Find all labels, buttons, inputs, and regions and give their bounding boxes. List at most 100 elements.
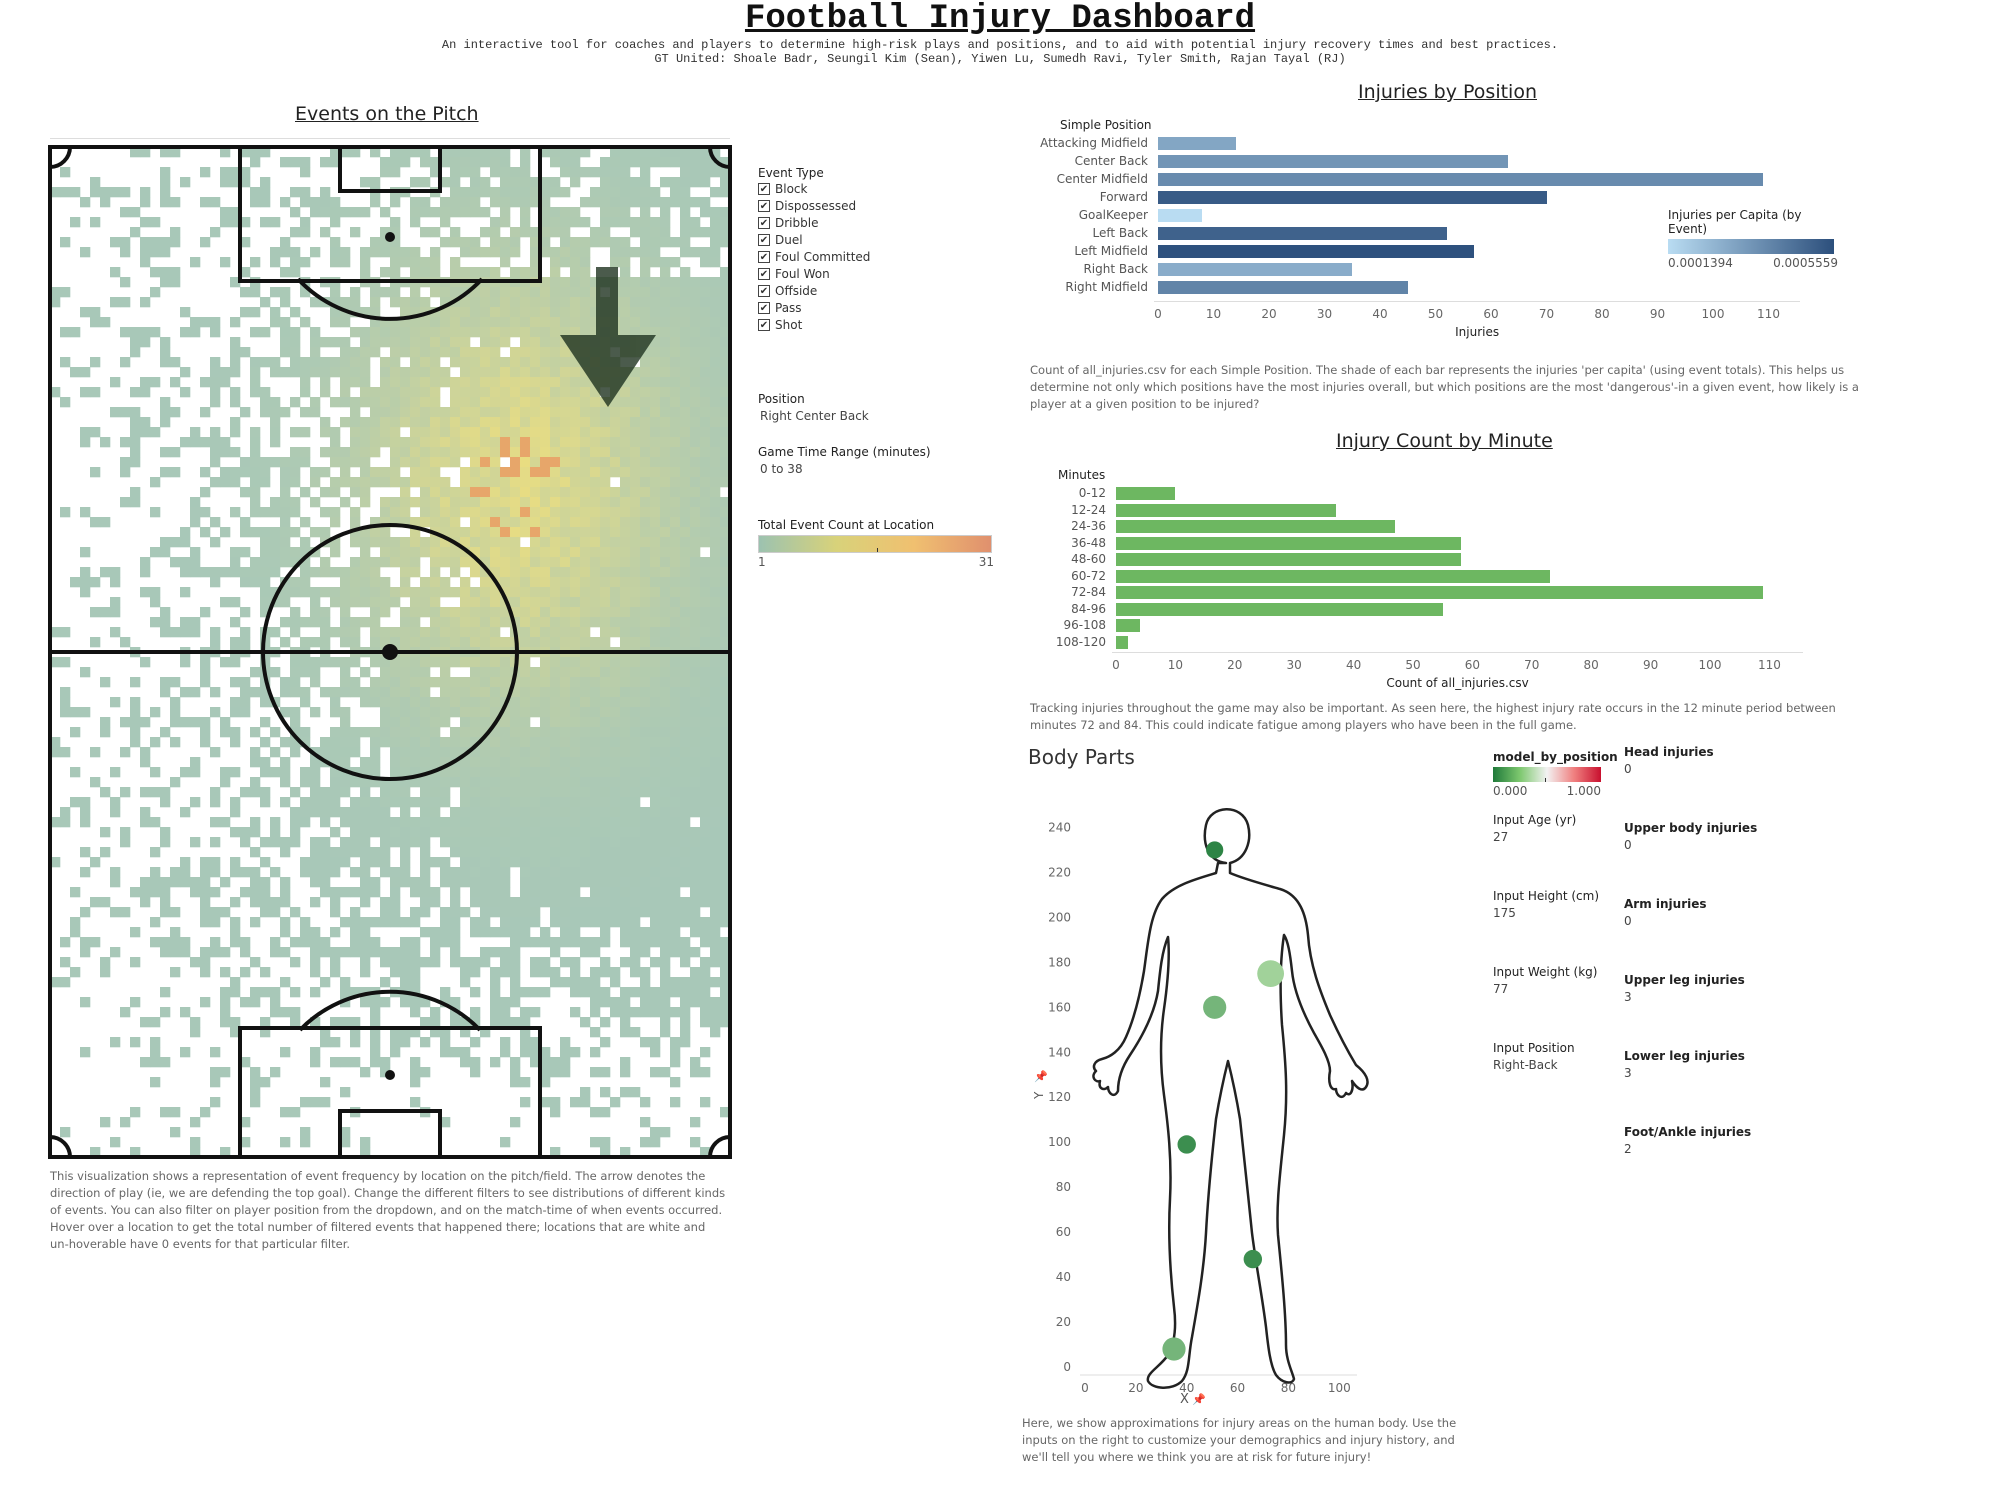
heatmap-cell[interactable] [140, 747, 151, 758]
heatmap-cell[interactable] [290, 527, 301, 538]
heatmap-cell[interactable] [570, 557, 581, 568]
heatmap-cell[interactable] [520, 817, 531, 828]
heatmap-cell[interactable] [310, 927, 321, 938]
heatmap-cell[interactable] [470, 387, 481, 398]
heatmap-cell[interactable] [430, 567, 441, 578]
heatmap-cell[interactable] [710, 327, 721, 338]
heatmap-cell[interactable] [490, 707, 501, 718]
heatmap-cell[interactable] [690, 627, 701, 638]
heatmap-cell[interactable] [640, 977, 651, 988]
heatmap-cell[interactable] [560, 1037, 571, 1048]
heatmap-cell[interactable] [470, 467, 481, 478]
heatmap-cell[interactable] [400, 977, 411, 988]
heatmap-cell[interactable] [580, 557, 591, 568]
heatmap-cell[interactable] [620, 1027, 631, 1038]
heatmap-cell[interactable] [360, 457, 371, 468]
heatmap-cell[interactable] [500, 837, 511, 848]
heatmap-cell[interactable] [360, 417, 371, 428]
heatmap-cell[interactable] [400, 377, 411, 388]
heatmap-cell[interactable] [280, 407, 291, 418]
heatmap-cell[interactable] [650, 187, 661, 198]
heatmap-cell[interactable] [610, 797, 621, 808]
heatmap-cell[interactable] [560, 327, 571, 338]
heatmap-cell[interactable] [110, 697, 121, 708]
heatmap-cell[interactable] [480, 357, 491, 368]
heatmap-cell[interactable] [250, 747, 261, 758]
heatmap-cell[interactable] [670, 467, 681, 478]
heatmap-cell[interactable] [380, 837, 391, 848]
heatmap-cell[interactable] [250, 257, 261, 268]
heatmap-cell[interactable] [440, 907, 451, 918]
heatmap-cell[interactable] [310, 1017, 321, 1028]
heatmap-cell[interactable] [570, 547, 581, 558]
heatmap-cell[interactable] [720, 527, 731, 538]
heatmap-cell[interactable] [100, 967, 111, 978]
heatmap-cell[interactable] [650, 417, 661, 428]
heatmap-cell[interactable] [570, 717, 581, 728]
heatmap-cell[interactable] [440, 157, 451, 168]
heatmap-cell[interactable] [150, 547, 161, 558]
heatmap-cell[interactable] [120, 907, 131, 918]
heatmap-cell[interactable] [470, 1017, 481, 1028]
heatmap-cell[interactable] [570, 807, 581, 818]
heatmap-cell[interactable] [540, 897, 551, 908]
heatmap-cell[interactable] [260, 187, 271, 198]
heatmap-cell[interactable] [340, 567, 351, 578]
heatmap-cell[interactable] [330, 437, 341, 448]
heatmap-cell[interactable] [220, 987, 231, 998]
heatmap-cell[interactable] [400, 997, 411, 1008]
heatmap-cell[interactable] [480, 867, 491, 878]
heatmap-cell[interactable] [510, 497, 521, 508]
heatmap-cell[interactable] [440, 657, 451, 668]
heatmap-cell[interactable] [500, 917, 511, 928]
heatmap-cell[interactable] [450, 837, 461, 848]
heatmap-cell[interactable] [630, 547, 641, 558]
heatmap-cell[interactable] [690, 967, 701, 978]
heatmap-cell[interactable] [430, 657, 441, 668]
heatmap-cell[interactable] [200, 467, 211, 478]
heatmap-cell[interactable] [530, 1037, 541, 1048]
heatmap-cell[interactable] [400, 517, 411, 528]
heatmap-cell[interactable] [690, 617, 701, 628]
event-type-filter[interactable]: Event Type ✔ Block ✔ Dispossessed ✔ Dribble ✔ D… [758, 166, 870, 333]
heatmap-cell[interactable] [480, 637, 491, 648]
heatmap-cell[interactable] [400, 697, 411, 708]
heatmap-cell[interactable] [560, 317, 571, 328]
heatmap-cell[interactable] [710, 747, 721, 758]
heatmap-cell[interactable] [520, 847, 531, 858]
heatmap-cell[interactable] [510, 697, 521, 708]
heatmap-cell[interactable] [330, 287, 341, 298]
heatmap-cell[interactable] [420, 497, 431, 508]
heatmap-cell[interactable] [510, 547, 521, 558]
heatmap-cell[interactable] [420, 517, 431, 528]
heatmap-cell[interactable] [560, 417, 571, 428]
heatmap-cell[interactable] [350, 817, 361, 828]
heatmap-cell[interactable] [410, 887, 421, 898]
heatmap-cell[interactable] [590, 747, 601, 758]
heatmap-cell[interactable] [380, 517, 391, 528]
heatmap-cell[interactable] [300, 657, 311, 668]
heatmap-cell[interactable] [520, 217, 531, 228]
heatmap-cell[interactable] [670, 457, 681, 468]
heatmap-cell[interactable] [430, 497, 441, 508]
heatmap-cell[interactable] [390, 227, 401, 238]
heatmap-cell[interactable] [50, 187, 61, 198]
heatmap-cell[interactable] [340, 947, 351, 958]
heatmap-cell[interactable] [270, 437, 281, 448]
heatmap-cell[interactable] [580, 507, 591, 518]
heatmap-cell[interactable] [370, 917, 381, 928]
heatmap-cell[interactable] [440, 407, 451, 418]
heatmap-cell[interactable] [390, 257, 401, 268]
heatmap-cell[interactable] [520, 177, 531, 188]
heatmap-cell[interactable] [620, 777, 631, 788]
heatmap-cell[interactable] [460, 577, 471, 588]
heatmap-cell[interactable] [510, 947, 521, 958]
heatmap-cell[interactable] [180, 567, 191, 578]
heatmap-cell[interactable] [710, 167, 721, 178]
heatmap-cell[interactable] [650, 147, 661, 158]
heatmap-cell[interactable] [170, 717, 181, 728]
heatmap-cell[interactable] [500, 237, 511, 248]
heatmap-cell[interactable] [390, 417, 401, 428]
heatmap-cell[interactable] [350, 447, 361, 458]
heatmap-cell[interactable] [470, 487, 481, 498]
